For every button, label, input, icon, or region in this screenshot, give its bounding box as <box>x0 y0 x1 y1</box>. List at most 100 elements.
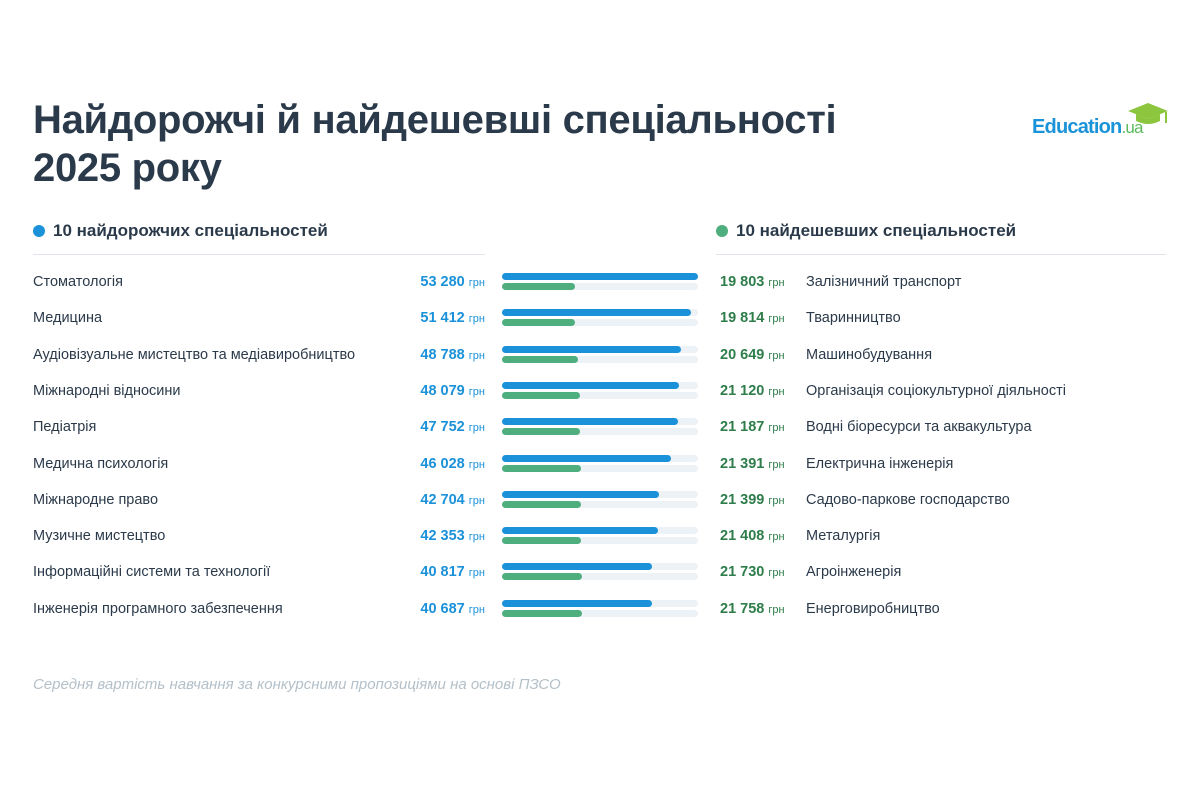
value-label: 21 120 грн <box>720 383 785 399</box>
category-label: Тваринництво <box>806 310 901 327</box>
divider <box>33 254 485 255</box>
bar <box>502 609 583 617</box>
unit-label: грн <box>468 313 485 326</box>
category-label: Музичне мистецтво <box>33 528 166 545</box>
category-label: Залізничний транспорт <box>806 274 962 290</box>
value-label: 21 758 грн <box>720 601 785 617</box>
category-label: Електрична інженерія <box>806 455 954 472</box>
unit-label: грн <box>768 385 785 398</box>
bar <box>502 391 580 399</box>
category-label: Водні біоресурси та аквакультура <box>806 419 1032 436</box>
value-number: 47 752 <box>420 419 465 436</box>
legend-label: 10 найдорожчих спеціальностей <box>53 221 328 240</box>
value-number: 46 028 <box>420 455 465 472</box>
logo-cap <box>1128 103 1168 124</box>
category-label: Інформаційні системи та технології <box>33 564 271 581</box>
value-number: 21 758 <box>720 600 765 617</box>
unit-label: грн <box>468 494 485 507</box>
value-label: 19 803 грн <box>720 274 785 290</box>
bar <box>502 464 581 472</box>
footnote: Середня вартість навчання за конкурсними… <box>33 676 561 693</box>
bar <box>502 573 582 581</box>
unit-label: грн <box>468 422 485 435</box>
bar <box>502 500 581 508</box>
value-number: 19 803 <box>720 274 765 290</box>
value-number: 42 353 <box>420 528 465 545</box>
bar-track <box>502 355 698 363</box>
value-number: 48 788 <box>420 346 465 363</box>
value-number: 21 408 <box>720 528 765 545</box>
value-label: 40 817 грн <box>420 564 485 580</box>
bar <box>502 490 660 498</box>
value-number: 42 704 <box>420 491 465 508</box>
category-label: Міжнародне право <box>33 491 159 508</box>
bar <box>502 418 678 426</box>
category-label: Металургія <box>806 528 881 545</box>
value-label: 53 280 грн <box>420 274 485 290</box>
value-label: 21 730 грн <box>720 564 785 580</box>
unit-label: грн <box>768 494 785 507</box>
bar <box>502 428 580 436</box>
category-label: Енерговиробництво <box>806 600 940 617</box>
unit-label: грн <box>768 458 785 471</box>
unit-label: грн <box>768 567 785 580</box>
bar <box>502 381 679 389</box>
value-label: 42 353 грн <box>420 528 485 544</box>
unit-label: грн <box>768 313 785 326</box>
category-label: Педіатрія <box>33 419 97 436</box>
unit-label: грн <box>468 349 485 362</box>
unit-label: грн <box>768 277 785 289</box>
value-number: 21 730 <box>720 564 765 581</box>
category-label: Інженерія програмного забезпечення <box>33 600 283 617</box>
value-label: 21 391 грн <box>720 456 785 472</box>
unit-label: грн <box>768 603 785 616</box>
category-label: Аудіовізуальне мистецтво та медіавиробни… <box>33 346 356 363</box>
unit-label: грн <box>468 458 485 471</box>
bar-track <box>502 428 698 436</box>
value-label: 42 704 грн <box>420 492 485 508</box>
category-label: Агроінженерія <box>806 564 902 581</box>
value-label: 47 752 грн <box>420 419 485 435</box>
bar <box>502 345 682 353</box>
value-label: 20 649 грн <box>720 347 785 363</box>
bar-track <box>502 573 698 581</box>
value-number: 20 649 <box>720 346 765 363</box>
bar <box>502 599 652 607</box>
bar-track <box>502 391 698 399</box>
value-label: 48 788 грн <box>420 347 485 363</box>
category-label: Організація соціокультурної діяльності <box>806 382 1066 399</box>
value-label: 48 079 грн <box>420 383 485 399</box>
legend-header: 10 найдорожчих спеціальностей <box>33 221 328 241</box>
bar <box>502 283 575 290</box>
bar-track <box>502 537 698 545</box>
value-number: 21 120 <box>720 382 765 399</box>
unit-label: грн <box>468 277 485 289</box>
value-label: 46 028 грн <box>420 456 485 472</box>
bar-track <box>502 500 698 508</box>
bar <box>502 527 658 535</box>
bar-track <box>502 464 698 472</box>
legend-dot <box>33 225 45 237</box>
logo-text: Education <box>1032 116 1122 138</box>
title: Найдорожчі й найдешевші спеціальності 20… <box>33 98 837 190</box>
value-number: 48 079 <box>420 382 465 399</box>
bar-track <box>502 283 698 290</box>
unit-label: грн <box>468 567 485 580</box>
value-number: 21 399 <box>720 491 765 508</box>
bar <box>502 454 672 462</box>
value-number: 21 187 <box>720 419 765 436</box>
value-label: 21 187 грн <box>720 419 785 435</box>
bar <box>502 537 581 545</box>
bar-track <box>502 609 698 617</box>
value-label: 21 399 грн <box>720 492 785 508</box>
bar <box>502 563 653 571</box>
logo-suffix: .ua <box>1121 118 1143 137</box>
category-label: Стоматологія <box>33 274 124 290</box>
unit-label: грн <box>768 531 785 544</box>
value-number: 40 817 <box>420 564 465 581</box>
value-number: 40 687 <box>420 600 465 617</box>
divider <box>716 254 1166 255</box>
unit-label: грн <box>468 385 485 398</box>
value-label: 21 408 грн <box>720 528 785 544</box>
